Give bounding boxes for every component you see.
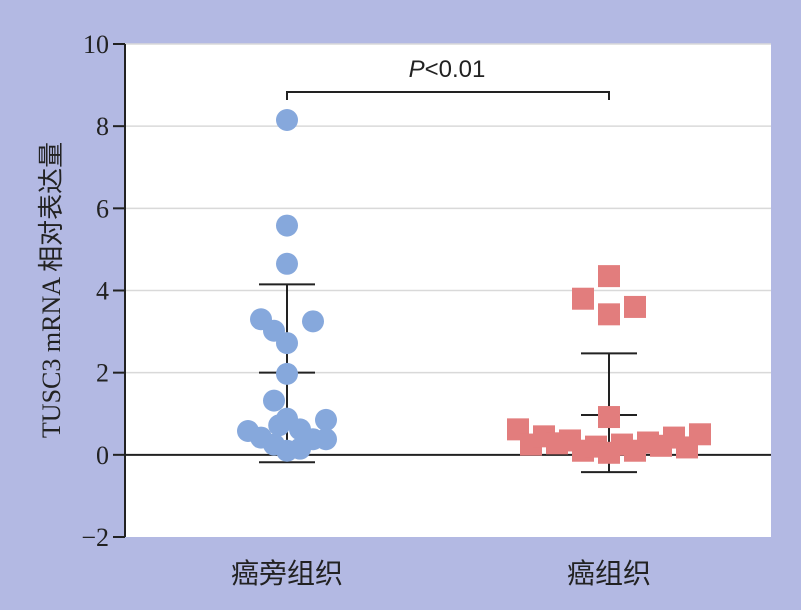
category-label: 癌组织 [567,557,651,590]
data-point-circle [276,332,298,355]
category-labels: 癌旁组织 癌组织 [231,557,651,590]
p-value-annotation: P<0.01 [409,56,486,83]
y-tick-label: 8 [96,112,109,141]
data-point-circle [315,428,337,451]
grid-lines [125,43,771,374]
data-point-circle [263,389,285,412]
data-point-circle [268,414,291,437]
data-point-square [572,287,594,310]
bracket-line [286,91,610,100]
p-value-text: <0.01 [425,56,486,83]
data-point-circle [315,408,337,431]
y-tick-label: −2 [81,523,109,552]
y-tick-label: 4 [96,277,109,306]
data-point-square [624,295,646,318]
y-tick-label: 10 [83,30,109,59]
data-point-circle [276,252,298,275]
data-point-square [689,423,711,446]
data-points [237,109,711,464]
data-point-circle [302,310,324,333]
significance-bracket [286,91,610,100]
y-axis: −2 0 2 4 6 8 10 [81,30,126,552]
p-value-symbol: P [409,56,425,83]
data-point-circle [276,362,298,385]
category-label: 癌旁组织 [231,557,343,590]
data-point-circle [276,109,298,132]
data-point-square [598,303,620,326]
y-tick-label: 0 [96,441,109,470]
y-tick-label: 2 [96,359,109,388]
data-point-square [598,265,620,288]
data-point-square [598,406,620,429]
data-point-circle [276,214,298,237]
y-tick-label: 6 [96,194,109,223]
y-axis-label: TUSC3 mRNA 相对表达量 [37,142,66,438]
